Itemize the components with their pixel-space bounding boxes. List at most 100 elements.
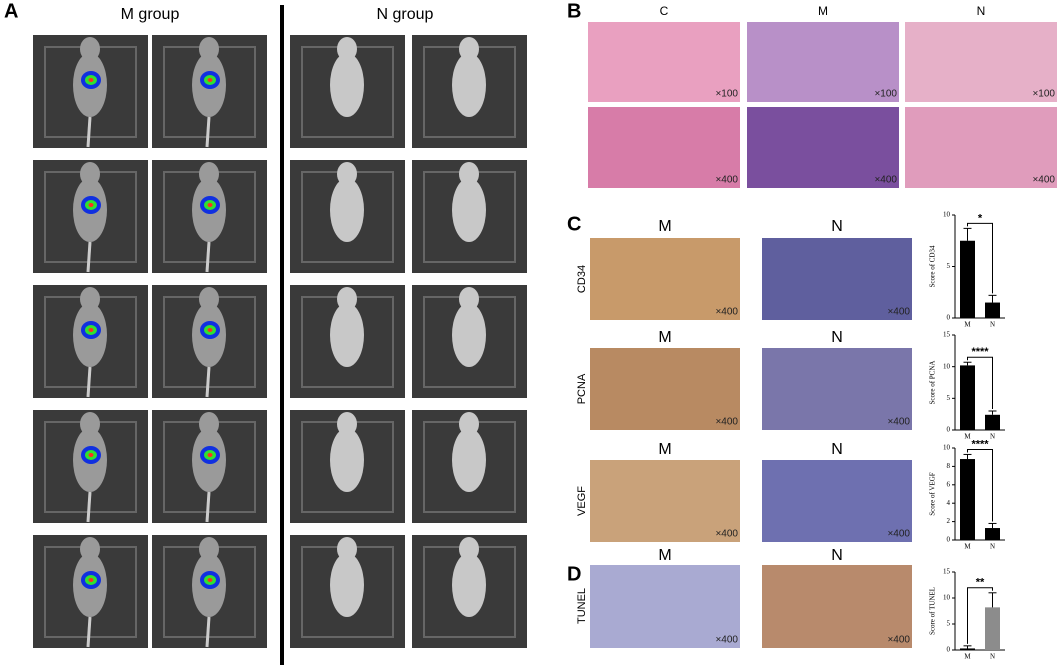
histology-image	[588, 107, 740, 188]
mouse-head	[337, 162, 357, 186]
significance: **	[976, 577, 985, 589]
magnification: ×400	[715, 175, 738, 186]
y-tick-label: 5	[947, 394, 951, 402]
magnification: ×400	[874, 175, 897, 186]
mouse-tail	[205, 116, 211, 148]
mouse-tail	[205, 241, 211, 273]
y-axis-label: Score of TUNEL	[929, 587, 937, 635]
column-label: C	[660, 4, 669, 18]
ihc-image	[762, 348, 912, 430]
magnification: ×100	[715, 89, 738, 100]
mouse-head	[199, 287, 219, 311]
magnification: ×100	[1032, 89, 1055, 100]
panel-label: B	[567, 0, 581, 22]
y-axis-label: Score of PCNA	[929, 361, 937, 405]
y-tick-label: 5	[947, 262, 951, 270]
y-tick-label: 0	[947, 536, 951, 544]
bar	[960, 365, 975, 430]
bar	[960, 240, 975, 318]
ihc-image	[590, 348, 740, 430]
row-label: PCNA	[576, 373, 588, 404]
significance: ****	[971, 438, 989, 450]
column-label: M	[658, 547, 671, 564]
signal	[88, 578, 94, 582]
mouse-head	[459, 37, 479, 61]
y-tick-label: 10	[943, 362, 951, 370]
mouse-tail	[86, 491, 92, 523]
signal	[88, 328, 94, 332]
mouse-head	[337, 37, 357, 61]
signal	[207, 328, 213, 332]
magnification: ×100	[874, 89, 897, 100]
bar	[985, 414, 1000, 430]
ihc-image	[762, 460, 912, 542]
mouse-body	[452, 53, 486, 117]
signal	[88, 453, 94, 457]
mouse-head	[199, 412, 219, 436]
group-label: N group	[377, 6, 434, 23]
panel-label: C	[567, 213, 581, 235]
bar	[985, 528, 1000, 540]
magnification: ×400	[887, 417, 910, 428]
y-tick-label: 10	[943, 211, 951, 219]
ihc-image	[590, 238, 740, 320]
magnification: ×400	[715, 307, 738, 318]
ihc-image	[762, 238, 912, 320]
y-tick-label: 15	[943, 568, 951, 576]
mouse-body	[330, 178, 364, 242]
magnification: ×400	[715, 635, 738, 646]
x-tick-label: M	[964, 321, 971, 329]
row-label: TUNEL	[576, 588, 588, 624]
y-tick-label: 2	[947, 517, 951, 525]
y-tick-label: 4	[947, 499, 951, 507]
magnification: ×400	[887, 307, 910, 318]
column-label: M	[658, 441, 671, 458]
mouse-tail	[205, 366, 211, 398]
y-tick-label: 15	[943, 331, 951, 339]
mouse-body	[330, 53, 364, 117]
signal	[207, 203, 213, 207]
signal	[207, 578, 213, 582]
ihc-image	[590, 460, 740, 542]
y-tick-label: 0	[947, 314, 951, 322]
mouse-head	[459, 287, 479, 311]
mouse-body	[452, 428, 486, 492]
histology-image	[747, 107, 899, 188]
signal	[88, 78, 94, 82]
signal	[207, 78, 213, 82]
mouse-head	[459, 537, 479, 561]
histology-image	[588, 22, 740, 102]
row-label: CD34	[576, 265, 588, 293]
row-label: VEGF	[576, 486, 588, 516]
bar	[960, 459, 975, 540]
ihc-image	[590, 565, 740, 648]
magnification: ×400	[715, 529, 738, 540]
histology-image	[747, 22, 899, 102]
signal	[207, 453, 213, 457]
histology-image	[905, 107, 1057, 188]
x-tick-label: M	[964, 653, 971, 661]
column-label: M	[658, 329, 671, 346]
y-axis-label: Score of VEGF	[929, 472, 937, 516]
y-tick-label: 0	[947, 646, 951, 654]
mouse-head	[199, 537, 219, 561]
significance: ****	[971, 346, 989, 358]
x-tick-label: N	[990, 543, 995, 551]
mouse-head	[337, 287, 357, 311]
y-axis-label: Score of CD34	[929, 245, 937, 287]
y-tick-label: 10	[943, 594, 951, 602]
x-tick-label: N	[990, 433, 995, 441]
significance-bracket	[967, 587, 993, 644]
mouse-tail	[86, 116, 92, 148]
bar	[985, 607, 1000, 650]
mouse-tail	[86, 241, 92, 273]
panel-label: A	[4, 0, 18, 22]
mouse-head	[199, 37, 219, 61]
significance-bracket	[967, 448, 993, 522]
y-tick-label: 6	[947, 480, 951, 488]
mouse-head	[80, 537, 100, 561]
magnification: ×400	[887, 529, 910, 540]
mouse-head	[337, 537, 357, 561]
y-tick-label: 10	[943, 444, 951, 452]
